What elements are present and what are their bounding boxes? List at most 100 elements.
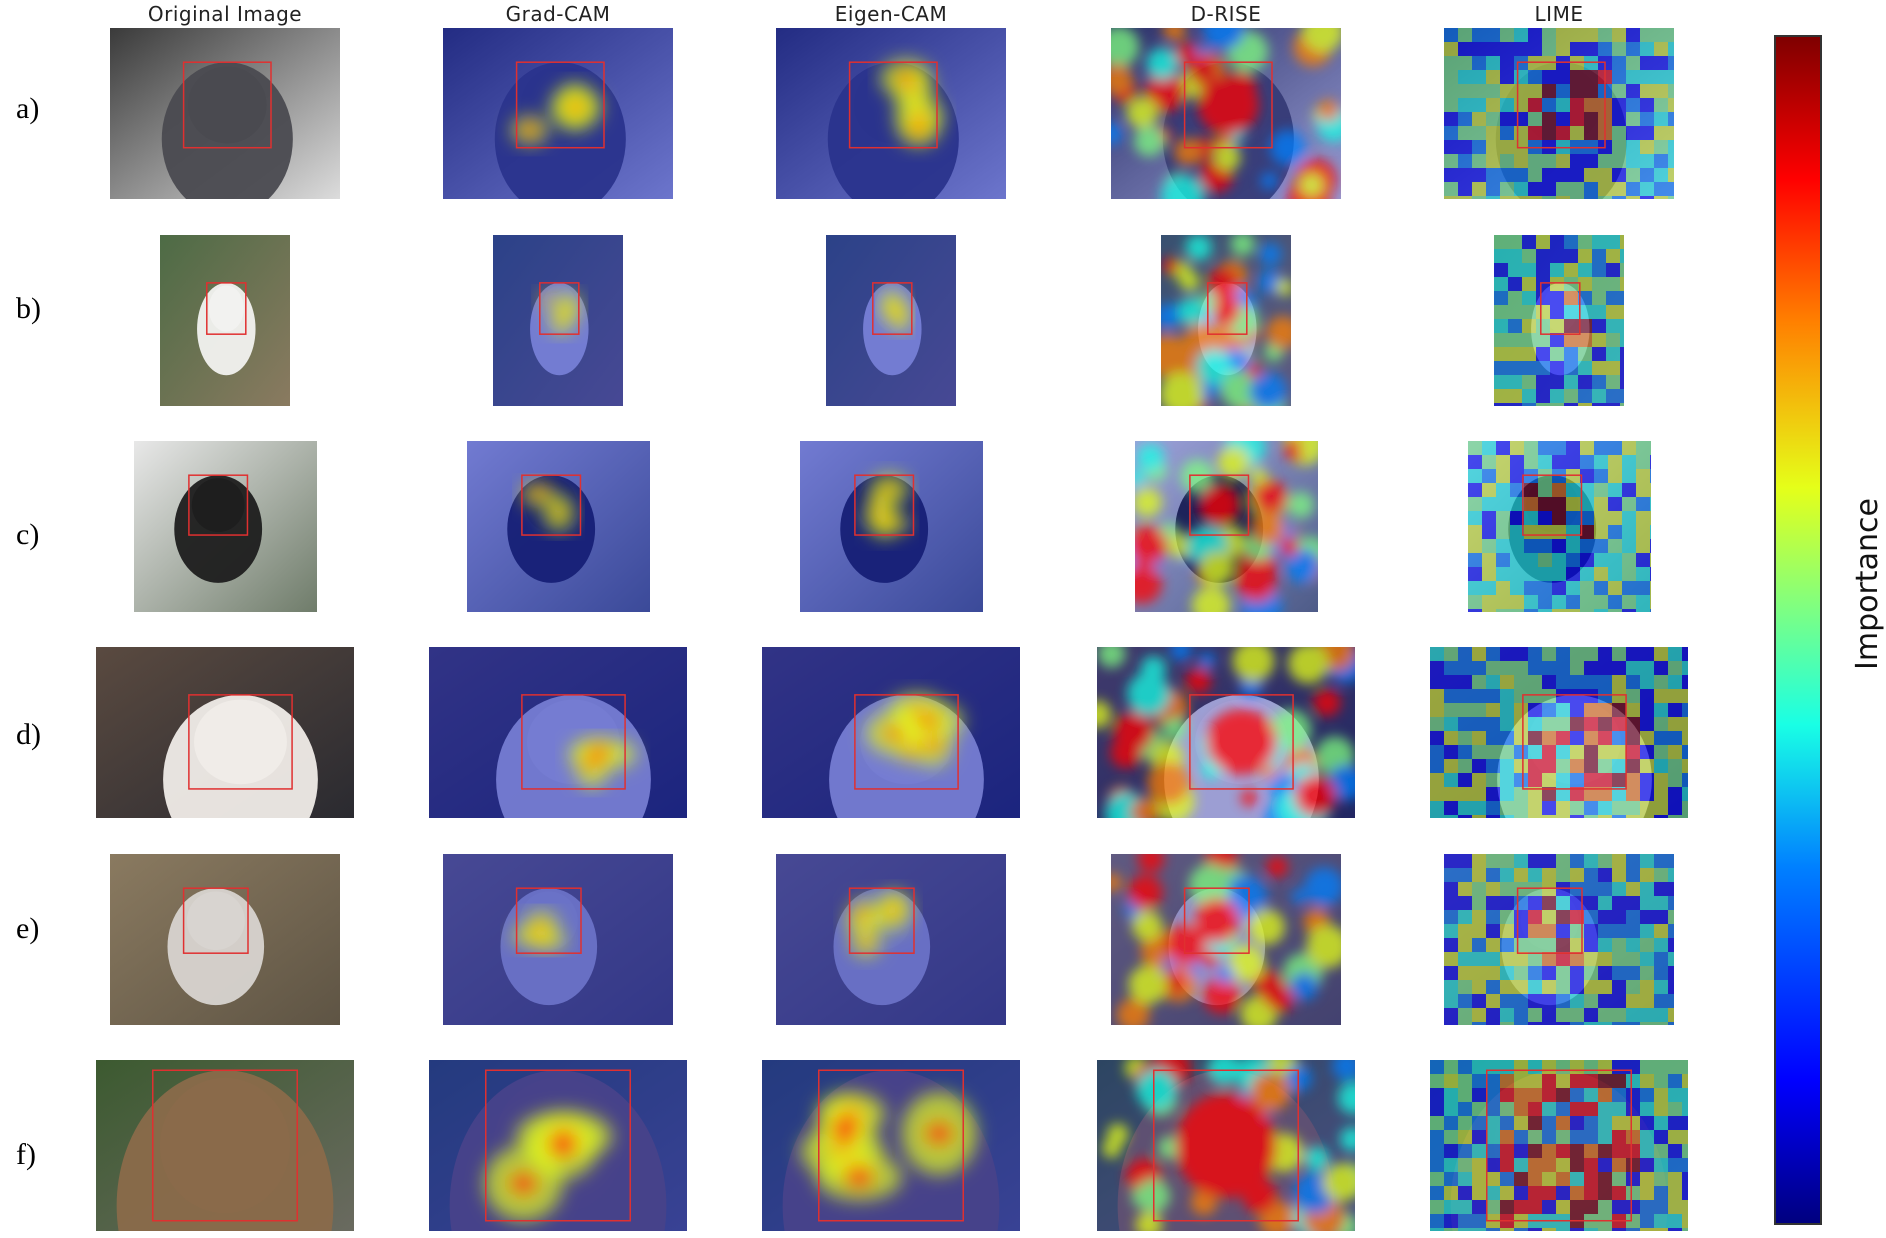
row-label-a: a) [16, 92, 40, 125]
detection-box [188, 694, 293, 790]
tile-a-lime [1444, 28, 1674, 199]
detection-box [1486, 1069, 1632, 1222]
detection-box [853, 474, 914, 536]
image-lime [1430, 1060, 1688, 1231]
detection-box [515, 61, 605, 149]
animal-head [194, 699, 287, 785]
detection-box [515, 887, 582, 954]
detection-box [1183, 887, 1250, 954]
image-lime [1444, 28, 1674, 199]
saliency-heatmap [1111, 854, 1341, 1025]
image-eigen-cam [776, 854, 1006, 1025]
tile-b-original [160, 235, 290, 406]
row-label-b: b) [16, 292, 41, 325]
image-grad-cam [493, 235, 623, 406]
tile-c-lime [1467, 441, 1651, 612]
saliency-heatmap [1134, 441, 1318, 612]
image-d-rise [1111, 28, 1341, 199]
saliency-heatmap [800, 1092, 977, 1201]
column-header-original: Original Image [147, 2, 303, 26]
column-header-eigen-cam: Eigen-CAM [834, 2, 948, 26]
column-header-lime: LIME [1534, 2, 1584, 26]
tile-c-original [133, 441, 317, 612]
image-d-rise [1134, 441, 1318, 612]
detection-box [152, 1069, 298, 1222]
saliency-heatmap [866, 693, 964, 767]
image-lime [1494, 235, 1624, 406]
image-grad-cam [443, 28, 673, 199]
importance-colorbar [1774, 35, 1822, 1225]
column-header-grad-cam: Grad-CAM [505, 2, 611, 26]
image-grad-cam [429, 647, 687, 818]
saliency-heatmap [846, 892, 910, 957]
image-grad-cam [429, 1060, 687, 1231]
tile-c-grad-cam [466, 441, 650, 612]
image-lime [1430, 647, 1688, 818]
tile-a-eigen-cam [776, 28, 1006, 199]
tile-f-eigen-cam [762, 1060, 1020, 1231]
detection-box [521, 694, 626, 790]
saliency-heatmap [1111, 28, 1341, 199]
image-eigen-cam [776, 28, 1006, 199]
detection-box [872, 282, 913, 335]
detection-box [1516, 887, 1583, 954]
row-label-c: c) [16, 518, 40, 551]
saliency-heatmap [1430, 647, 1688, 818]
detection-box [1521, 474, 1582, 536]
tile-f-d-rise [1097, 1060, 1355, 1231]
tile-a-grad-cam [443, 28, 673, 199]
detection-box [1189, 694, 1294, 790]
image-eigen-cam [799, 441, 983, 612]
row-label-d: d) [16, 718, 41, 751]
detection-box [206, 282, 247, 335]
detection-box [1516, 61, 1606, 149]
saliency-heatmap [1467, 441, 1651, 612]
tile-f-grad-cam [429, 1060, 687, 1231]
detection-box [1153, 1069, 1299, 1222]
saliency-heatmap [1494, 235, 1624, 406]
tile-b-lime [1494, 235, 1624, 406]
detection-box [848, 887, 915, 954]
image-original [96, 1060, 354, 1231]
tile-f-original [96, 1060, 354, 1231]
image-original [160, 235, 290, 406]
image-d-rise [1097, 647, 1355, 818]
detection-box [182, 887, 249, 954]
tile-b-d-rise [1161, 235, 1291, 406]
image-grad-cam [443, 854, 673, 1025]
tile-d-d-rise [1097, 647, 1355, 818]
detection-box [485, 1069, 631, 1222]
detection-box [854, 694, 959, 790]
saliency-heatmap [1430, 1060, 1688, 1231]
image-d-rise [1111, 854, 1341, 1025]
row-label-f: f) [16, 1138, 36, 1171]
image-eigen-cam [762, 1060, 1020, 1231]
animal-head [187, 66, 267, 144]
image-lime [1444, 854, 1674, 1025]
detection-box [1540, 282, 1581, 335]
detection-box [187, 474, 248, 536]
saliency-heatmap [521, 482, 574, 532]
image-grad-cam [466, 441, 650, 612]
image-original [133, 441, 317, 612]
saliency-heatmap [511, 83, 601, 144]
saliency-heatmap [1161, 235, 1291, 406]
image-d-rise [1097, 1060, 1355, 1231]
image-lime [1467, 441, 1651, 612]
saliency-heatmap [1097, 647, 1355, 818]
tile-b-grad-cam [493, 235, 623, 406]
saliency-heatmap [568, 738, 637, 788]
tile-b-eigen-cam [826, 235, 956, 406]
image-original [110, 28, 340, 199]
tile-e-lime [1444, 854, 1674, 1025]
image-eigen-cam [762, 647, 1020, 818]
tile-e-grad-cam [443, 854, 673, 1025]
tile-e-eigen-cam [776, 854, 1006, 1025]
detection-box [520, 474, 581, 536]
tile-d-original [96, 647, 354, 818]
image-eigen-cam [826, 235, 956, 406]
tile-c-eigen-cam [799, 441, 983, 612]
detection-box [1207, 282, 1248, 335]
saliency-heatmap [1444, 854, 1674, 1025]
tile-d-grad-cam [429, 647, 687, 818]
